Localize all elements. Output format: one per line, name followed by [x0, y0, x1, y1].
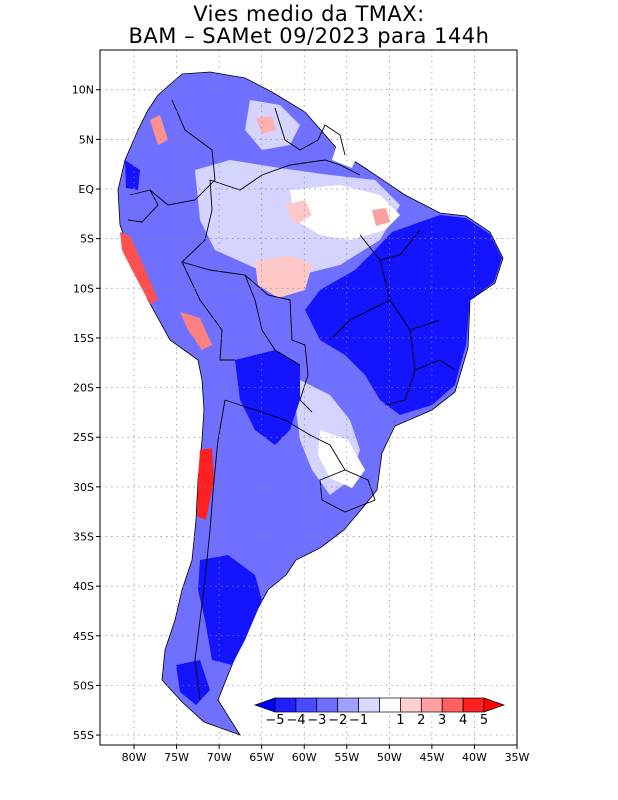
border-brazil-north [209, 159, 361, 191]
border-brazil-states [329, 229, 456, 406]
colorbar-swatch [274, 697, 297, 713]
colorbar-label: −3 [307, 713, 326, 728]
lon-tick-label: 80W [122, 751, 147, 764]
lat-tick-label: 50S [73, 679, 94, 692]
border-ecuador [127, 189, 159, 223]
positive-bias-andes-north [120, 232, 158, 304]
lon-tick-label: 70W [207, 751, 232, 764]
lat-tick-label: 10S [73, 282, 94, 295]
longitude-labels: 80W 75W 70W 65W 60W 55W 50W 45W 40W 35W [122, 745, 530, 764]
map-border [99, 49, 518, 746]
colorbar-swatch [358, 697, 380, 713]
border-argentina-chile [194, 399, 226, 701]
colorbar-label: −1 [349, 713, 368, 728]
strong-negative-patagonia [198, 555, 262, 665]
lat-tick-label: 15S [73, 332, 94, 345]
latitude-labels: 10N 5N EQ 5S 10S 15S 20S 25S 30S 35S 40S 45S 50S 55S [72, 84, 100, 742]
colorbar: −5 −4 −3 −2 −1 1 2 3 4 5 [253, 697, 506, 728]
strong-negative-gran-chaco [235, 350, 300, 445]
lat-tick-label: 45S [73, 630, 94, 643]
colorbar-swatch [441, 697, 464, 713]
lon-tick-label: 60W [292, 751, 317, 764]
lat-tick-label: 5S [80, 233, 94, 246]
lat-tick-label: 35S [73, 531, 94, 544]
colorbar-label: −4 [286, 713, 305, 728]
positive-bias-central-area [255, 255, 312, 298]
border-brazil-west [181, 179, 313, 413]
strong-negative-brazil-northeast [305, 215, 502, 415]
border-bolivia-paraguay [244, 274, 301, 366]
colorbar-swatch [337, 697, 359, 713]
lat-tick-label: 25S [73, 431, 94, 444]
positive-bias-venezuela [256, 116, 276, 134]
border-uruguay [319, 469, 376, 513]
colorbar-label: 4 [459, 713, 467, 728]
border-guianas [274, 107, 346, 156]
lon-tick-label: 35W [505, 751, 530, 764]
colorbar-swatch [420, 697, 443, 713]
positive-bias-andes-south [180, 312, 212, 350]
near-zero-amazon-area [290, 185, 400, 240]
lon-tick-label: 45W [419, 751, 444, 764]
colorbar-swatch [316, 697, 339, 713]
country-borders [127, 99, 456, 701]
strong-negative-areas [125, 160, 502, 705]
positive-bias-northwest [150, 115, 168, 145]
colorbar-swatch [400, 697, 422, 713]
lat-tick-label: 5N [79, 133, 94, 146]
positive-bias-north-spot [372, 208, 390, 226]
colorbar-label: −2 [328, 713, 347, 728]
colorbar-arrow-right [483, 697, 506, 713]
colorbar-label: 2 [417, 713, 425, 728]
colorbar-swatch [462, 697, 485, 713]
border-argentina-north [224, 399, 346, 471]
lat-tick-label: 30S [73, 481, 94, 494]
positive-bias-chile-central [197, 448, 214, 520]
border-colombia-venezuela [149, 99, 216, 206]
map-title-line-2: BAM – SAMet 09/2023 para 144h [128, 24, 490, 48]
strong-negative-tierra-del-fuego [176, 660, 210, 705]
lon-tick-label: 50W [377, 751, 402, 764]
colorbar-label: 3 [438, 713, 446, 728]
lon-tick-label: 55W [334, 751, 359, 764]
lat-tick-label: 10N [72, 84, 94, 97]
colorbar-label: 1 [396, 713, 404, 728]
lon-tick-label: 40W [462, 751, 487, 764]
map-title-line-1: Vies medio da TMAX: [193, 2, 425, 26]
strong-negative-pacific-coast [125, 160, 140, 190]
colorbar-label: −5 [265, 713, 284, 728]
lon-tick-label: 75W [164, 751, 189, 764]
lat-tick-label: 40S [73, 580, 94, 593]
colorbar-swatch [295, 697, 318, 713]
colorbar-label: 5 [480, 713, 488, 728]
near-zero-coast-area [332, 135, 360, 168]
positive-bias-areas [120, 115, 390, 520]
positive-bias-amazon-spot [285, 200, 312, 225]
border-peru-bolivia [181, 261, 235, 361]
lat-tick-label: 55S [73, 729, 94, 742]
colorbar-swatch [379, 697, 401, 713]
lat-tick-label: EQ [78, 183, 94, 196]
map-content [117, 71, 504, 736]
lat-tick-label: 20S [73, 382, 94, 395]
lon-tick-label: 65W [249, 751, 274, 764]
